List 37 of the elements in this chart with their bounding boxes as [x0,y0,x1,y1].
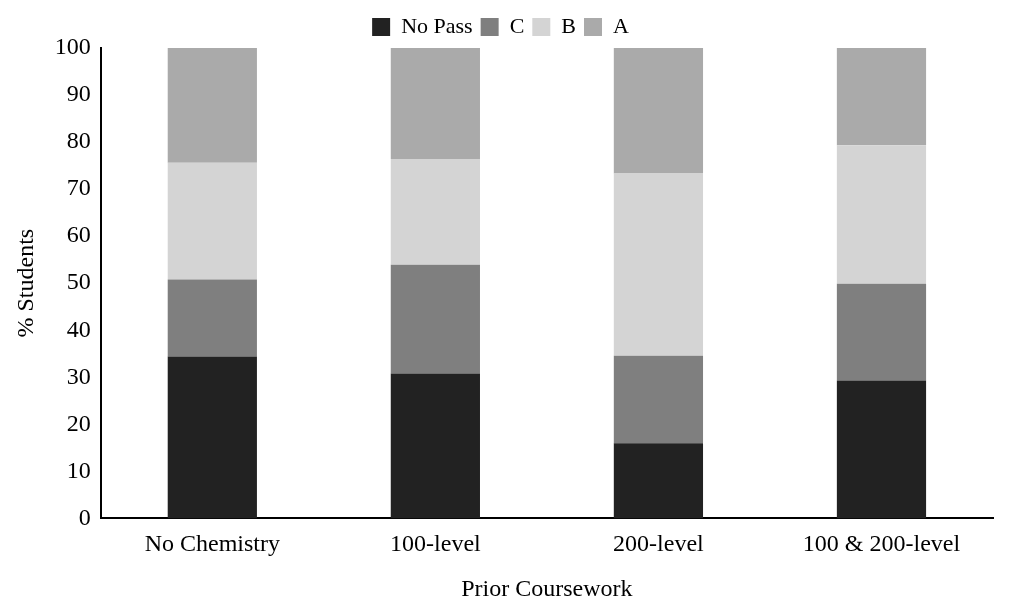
x-tick-label: 200-level [613,530,705,557]
bar [167,356,257,519]
bar [167,279,257,357]
legend-label: C [509,12,525,38]
bar [836,48,927,146]
x-tick-label: 100-level [390,530,482,557]
legend-label: B [561,12,576,38]
y-tick-label: 60 [66,221,91,248]
bar [836,283,927,381]
bar [836,145,927,284]
x-axis-title: Prior Coursework [461,574,633,601]
y-tick-label: 80 [66,127,91,154]
bar [613,443,704,519]
y-tick-label: 50 [66,268,91,295]
y-axis-title: % Students [11,228,38,338]
bar [390,264,480,374]
y-tick-label: 70 [66,174,91,201]
y-tick-label: 30 [66,362,91,389]
y-tick-label: 20 [66,409,91,436]
bar [390,159,480,265]
y-tick-label: 10 [66,456,91,483]
x-tick-label: 100 & 200-level [802,530,961,557]
y-tick-label: 0 [78,503,91,530]
bar [613,355,704,444]
bar [167,48,257,163]
x-tick-label: No Chemistry [144,530,280,557]
bar [167,162,257,280]
bar [613,173,704,356]
bar [390,48,480,160]
bar [613,48,704,174]
y-tick-label: 100 [54,33,91,60]
legend-label: No Pass [401,12,473,38]
y-tick-label: 40 [66,315,91,342]
y-tick-label: 90 [66,80,91,107]
bar [836,380,927,519]
bar [390,373,480,519]
legend-label: A [612,12,629,38]
